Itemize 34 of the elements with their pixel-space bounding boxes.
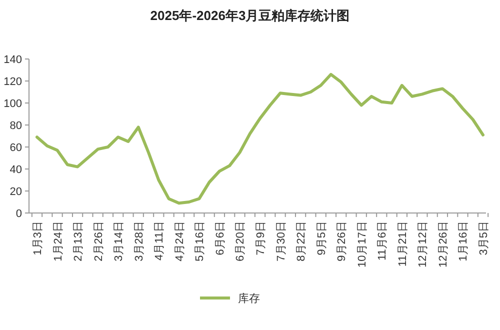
x-tick-label: 4月24日 [174,221,186,262]
x-tick-label: 6月20日 [234,221,247,262]
x-tick-label: 5月16日 [194,221,206,262]
x-tick-label: 1月24日 [52,221,64,262]
x-tick-label: 11月21日 [396,221,409,267]
x-tick-label: 4月11日 [154,221,166,261]
line-series [36,72,484,205]
x-tick-label: 12月26日 [437,221,450,268]
x-tick-label: 3月5日 [478,221,490,256]
x-tick-label: 1月3日 [32,221,44,256]
x-tick-label: 9月26日 [336,221,348,262]
x-tick-label: 12月12日 [417,221,430,268]
x-tick-label: 3月14日 [113,221,126,262]
x-tick-label: 1月16日 [458,221,470,262]
y-tick-label: 80 [10,120,22,132]
y-tick-label: 0 [16,208,22,220]
y-tick-label: 40 [10,164,22,176]
x-tick-label: 2月13日 [72,221,85,262]
y-tick-label: 60 [10,142,22,154]
chart-title: 2025年-2026年3月豆粕库存统计图 [150,8,350,23]
x-tick-label: 9月5日 [316,221,328,256]
y-tick-label: 120 [4,76,22,88]
x-tick-label: 11月6日 [376,221,389,261]
legend-label: 库存 [238,292,260,305]
x-tick-label: 7月9日 [255,221,267,256]
y-tick-label: 140 [4,54,22,66]
x-tick-label: 6月6日 [214,221,226,256]
x-tick-label: 8月22日 [296,221,308,262]
x-tick-label: 2月26日 [92,221,105,262]
y-tick-label: 100 [4,98,22,110]
x-tick-label: 3月28日 [133,221,146,262]
y-tick-label: 20 [10,186,22,198]
x-tick-label: 10月17日 [356,221,368,268]
x-tick-label: 7月30日 [275,221,288,262]
